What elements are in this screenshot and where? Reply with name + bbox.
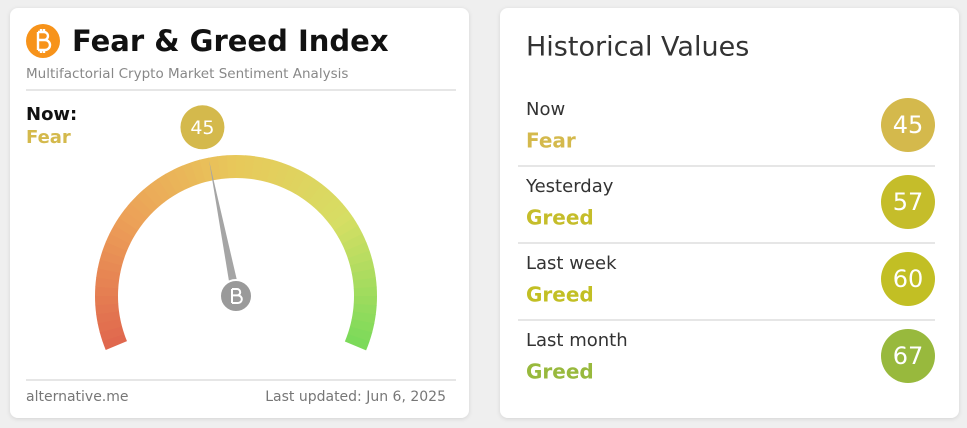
arc-segment bbox=[217, 155, 229, 180]
arc-segment bbox=[102, 333, 127, 350]
row-value: 60 bbox=[893, 265, 924, 293]
gauge-arc bbox=[95, 154, 377, 351]
gauge-subtitle: Multifactorial Crypto Market Sentiment A… bbox=[26, 66, 348, 82]
now-label: Now: bbox=[26, 104, 77, 125]
arc-segment bbox=[95, 295, 119, 306]
value-circle bbox=[881, 175, 935, 229]
arc-segment bbox=[99, 326, 125, 342]
arc-segment bbox=[273, 162, 291, 188]
arc-segment bbox=[301, 178, 323, 203]
arc-segment bbox=[347, 326, 373, 342]
value-circle bbox=[881, 329, 935, 383]
arc-segment bbox=[295, 173, 315, 199]
last-updated: Last updated: Jun 6, 2025 bbox=[265, 389, 446, 405]
history-rows: Now Fear 45 Yesterday Greed 57 Last week Greed 6… bbox=[518, 98, 935, 384]
arc-segment bbox=[226, 154, 237, 179]
arc-segment bbox=[345, 242, 370, 259]
arc-segment bbox=[95, 303, 120, 315]
row-value: 57 bbox=[893, 188, 924, 216]
arc-segment bbox=[129, 195, 153, 219]
arc-segment bbox=[102, 241, 128, 259]
arc-segment bbox=[344, 333, 370, 351]
gauge-value-bubble bbox=[180, 105, 225, 150]
arc-segment bbox=[95, 286, 119, 296]
arc-segment bbox=[329, 210, 354, 231]
arc-segment bbox=[351, 268, 376, 281]
bitcoin-logo bbox=[26, 24, 60, 58]
arc-segment bbox=[113, 217, 139, 237]
arc-segment bbox=[313, 189, 337, 213]
row-label: Last week bbox=[526, 253, 617, 274]
arc-segment bbox=[307, 184, 330, 208]
arc-segment bbox=[351, 311, 376, 324]
arc-segment bbox=[288, 169, 307, 195]
arc-segment bbox=[96, 311, 121, 324]
row-classification: Greed bbox=[526, 360, 594, 384]
arc-segment bbox=[324, 203, 349, 225]
arc-segment bbox=[190, 159, 206, 185]
arc-segment bbox=[352, 277, 377, 289]
arc-segment bbox=[97, 259, 123, 273]
arc-segment bbox=[347, 250, 373, 266]
row-classification: Greed bbox=[526, 206, 594, 230]
arc-segment bbox=[105, 233, 131, 251]
row-classification: Greed bbox=[526, 283, 594, 307]
value-circle bbox=[881, 98, 935, 152]
arc-segment bbox=[109, 225, 135, 244]
arc-segment bbox=[143, 183, 165, 208]
arc-segment bbox=[118, 209, 143, 231]
row-value: 45 bbox=[893, 111, 924, 139]
now-classification: Fear bbox=[26, 127, 71, 148]
arc-segment bbox=[173, 165, 192, 191]
value-circle bbox=[881, 252, 935, 306]
history-card bbox=[500, 8, 959, 418]
row-value: 67 bbox=[893, 342, 924, 370]
arc-segment bbox=[281, 165, 299, 191]
needle-hub-logo bbox=[231, 288, 243, 304]
arc-segment bbox=[99, 250, 125, 266]
arc-segment bbox=[95, 277, 120, 289]
arc-segment bbox=[251, 156, 264, 181]
arc-segment bbox=[259, 157, 273, 183]
arc-segment bbox=[349, 319, 375, 333]
arc-segment bbox=[165, 169, 185, 194]
arc-segment bbox=[208, 156, 221, 181]
gauge-value: 45 bbox=[190, 117, 214, 139]
arc-segment bbox=[334, 217, 359, 238]
arc-segment bbox=[353, 296, 377, 306]
row-label: Now bbox=[526, 99, 565, 120]
row-label: Last month bbox=[526, 330, 628, 351]
arc-segment bbox=[352, 303, 377, 315]
arc-segment bbox=[150, 178, 171, 203]
gauge-title: Fear & Greed Index bbox=[72, 24, 389, 58]
arc-segment bbox=[124, 202, 148, 225]
row-classification: Fear bbox=[526, 129, 576, 153]
arc-segment bbox=[353, 286, 377, 297]
gauge-needle bbox=[209, 160, 241, 297]
row-label: Yesterday bbox=[525, 176, 614, 197]
arc-segment bbox=[157, 173, 178, 198]
arc-segment bbox=[182, 162, 199, 187]
arc-segment bbox=[266, 159, 282, 185]
source: alternative.me bbox=[26, 389, 129, 405]
arc-segment bbox=[136, 189, 159, 213]
arc-segment bbox=[236, 155, 246, 179]
arc-segment bbox=[341, 233, 367, 252]
arc-segment bbox=[319, 196, 343, 219]
arc-segment bbox=[96, 268, 121, 281]
arc-segment bbox=[338, 225, 363, 245]
arc-segment bbox=[243, 155, 255, 180]
history-title: Historical Values bbox=[526, 32, 749, 63]
